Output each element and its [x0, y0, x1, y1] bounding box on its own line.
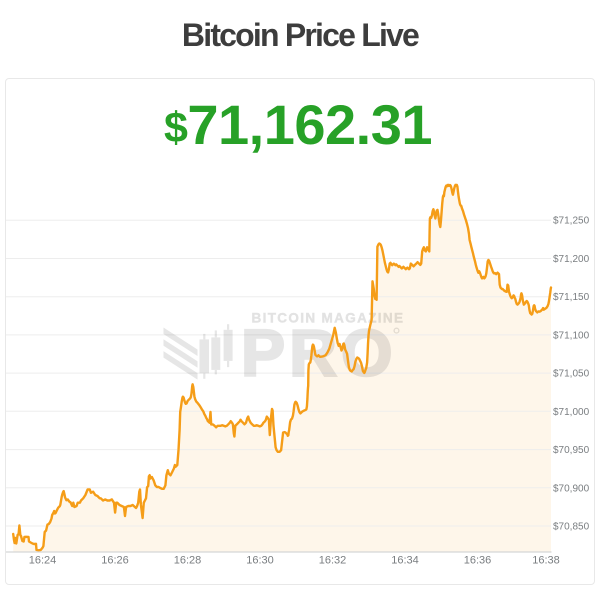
- svg-text:16:32: 16:32: [319, 555, 347, 567]
- svg-text:PRO: PRO: [241, 316, 397, 390]
- svg-text:16:34: 16:34: [391, 555, 419, 567]
- svg-text:$70,900: $70,900: [553, 483, 590, 494]
- svg-text:$70,950: $70,950: [553, 445, 590, 456]
- svg-text:$71,200: $71,200: [553, 254, 590, 265]
- svg-text:16:28: 16:28: [174, 555, 202, 567]
- svg-text:16:26: 16:26: [101, 555, 129, 567]
- svg-text:16:38: 16:38: [532, 555, 560, 567]
- svg-text:$71,100: $71,100: [553, 330, 590, 341]
- svg-text:16:36: 16:36: [464, 555, 492, 567]
- svg-text:BITCOIN MAGAZINE: BITCOIN MAGAZINE: [252, 311, 405, 326]
- svg-text:$71,150: $71,150: [553, 292, 590, 303]
- svg-text:16:24: 16:24: [29, 555, 57, 567]
- svg-text:$71,250: $71,250: [553, 216, 590, 227]
- svg-text:16:30: 16:30: [246, 555, 274, 567]
- svg-text:$71,050: $71,050: [553, 369, 590, 380]
- svg-text:$70,850: $70,850: [553, 522, 590, 533]
- svg-text:$71,000: $71,000: [553, 407, 590, 418]
